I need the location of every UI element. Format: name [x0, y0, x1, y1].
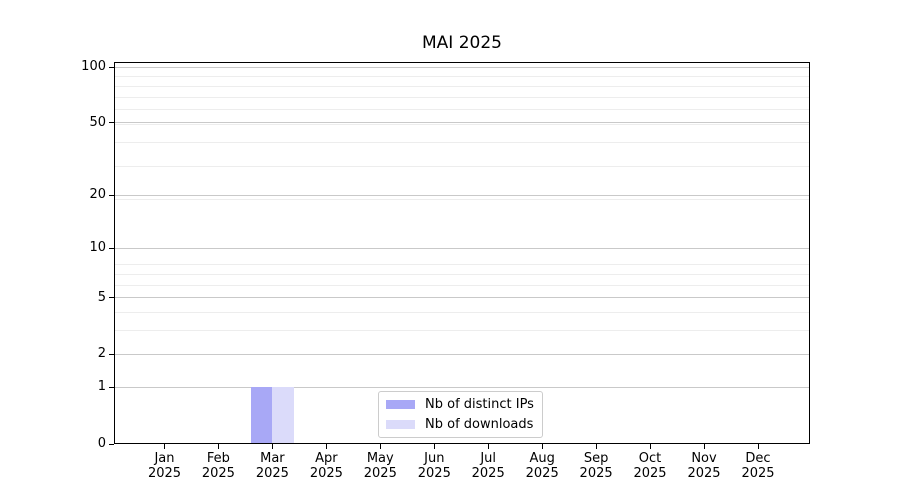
y-tick — [109, 443, 114, 445]
bar-distinct-ips — [250, 387, 273, 444]
x-tick-label: Apr 2025 — [309, 451, 343, 481]
x-tick-label: Jan 2025 — [147, 451, 182, 481]
x-tick — [325, 444, 327, 449]
x-tick — [217, 444, 219, 449]
y-tick-label: 5 — [97, 289, 106, 305]
gridline-minor — [115, 198, 809, 200]
x-tick-label: Feb 2025 — [201, 451, 235, 481]
bar-downloads — [272, 387, 294, 444]
gridline-minor — [115, 96, 809, 98]
legend-item-downloads: Nb of downloads — [386, 416, 535, 433]
x-tick-label: Dec 2025 — [741, 451, 775, 481]
chart-title: MAI 2025 — [422, 33, 502, 53]
gridline-major — [115, 297, 809, 299]
y-tick-label: 10 — [89, 240, 106, 256]
y-tick-label: 100 — [81, 59, 106, 75]
gridline-minor — [115, 109, 809, 111]
y-tick — [109, 297, 114, 299]
gridline-minor — [115, 142, 809, 144]
y-tick — [109, 386, 114, 388]
y-tick — [109, 194, 114, 196]
x-tick — [703, 444, 705, 449]
gridline-minor — [115, 124, 809, 125]
x-tick — [541, 444, 543, 449]
legend: Nb of distinct IPs Nb of downloads — [378, 391, 543, 438]
y-tick-label: 50 — [89, 114, 106, 130]
x-tick — [379, 444, 381, 449]
x-tick — [433, 444, 435, 449]
x-tick — [649, 444, 651, 449]
gridline-major — [115, 247, 809, 249]
gridline-minor — [115, 330, 809, 332]
y-tick — [109, 353, 114, 355]
x-tick-label: Jun 2025 — [417, 451, 451, 481]
x-tick-label: May 2025 — [363, 451, 397, 481]
x-tick — [487, 444, 489, 449]
x-tick — [757, 444, 759, 449]
gridline-major — [115, 66, 809, 68]
x-tick-label: Sep 2025 — [579, 451, 613, 481]
x-tick — [271, 444, 273, 449]
gridline-minor — [115, 273, 809, 275]
legend-swatch-downloads-icon — [386, 420, 415, 429]
y-tick-label: 0 — [97, 436, 106, 451]
gridline-major — [115, 353, 809, 355]
x-tick — [595, 444, 597, 449]
x-tick-label: Aug 2025 — [525, 451, 559, 481]
x-tick-label: Oct 2025 — [633, 451, 667, 481]
gridline-major — [115, 122, 809, 124]
gridline-minor — [115, 76, 809, 77]
x-tick-label: Mar 2025 — [255, 451, 289, 481]
y-tick — [109, 66, 114, 68]
legend-label-distinct-ips: Nb of distinct IPs — [425, 397, 534, 412]
gridline-major — [115, 194, 809, 196]
x-tick-label: Nov 2025 — [687, 451, 721, 481]
y-tick-label: 1 — [97, 379, 106, 395]
y-tick — [109, 247, 114, 249]
legend-item-distinct-ips: Nb of distinct IPs — [386, 396, 535, 413]
gridline-minor — [115, 85, 809, 87]
x-tick-label: Jul 2025 — [471, 451, 505, 481]
gridline-minor — [115, 264, 809, 266]
gridline-major — [115, 386, 809, 388]
gridline-minor — [115, 165, 809, 167]
gridline-minor — [115, 312, 809, 314]
legend-swatch-distinct-ips-icon — [386, 400, 415, 409]
legend-label-downloads: Nb of downloads — [425, 417, 534, 432]
x-tick — [164, 444, 165, 449]
y-tick — [109, 122, 114, 124]
y-tick-label: 2 — [97, 346, 106, 362]
gridline-minor — [115, 284, 809, 286]
y-tick-label: 20 — [89, 187, 106, 203]
